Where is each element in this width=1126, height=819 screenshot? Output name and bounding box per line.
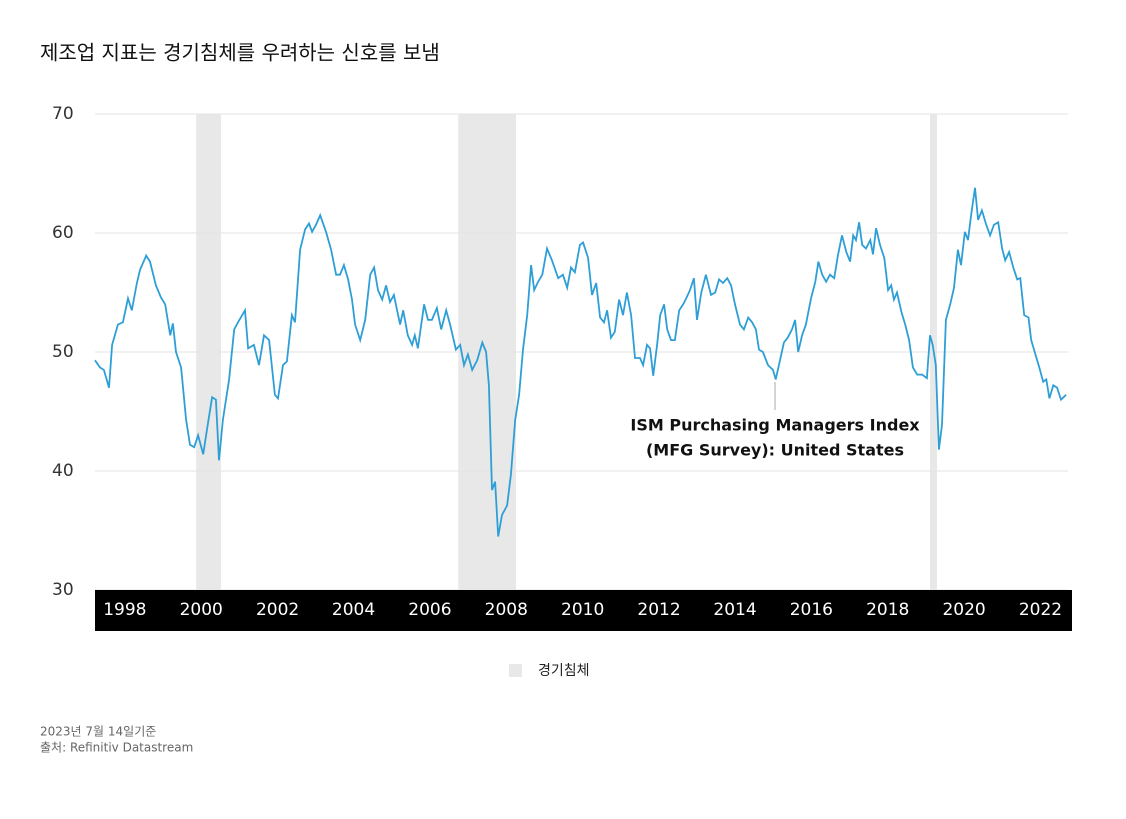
x-tick-label: 2008 [485, 600, 528, 620]
note: 출처: Refinitiv Datastream [40, 741, 193, 755]
x-tick-label: 2004 [332, 600, 375, 620]
annotation: (MFG Survey): United States [646, 441, 904, 460]
y-tick-label: 70 [52, 104, 74, 124]
legend-label: 경기침체 [538, 663, 590, 679]
x-ticks: 1998 2000 2002 2004 2006 2008 2010 2012 2014 2016… [103, 600, 1062, 620]
x-tick-label: 2014 [713, 600, 756, 620]
y-tick-label: 40 [52, 461, 74, 481]
x-tick-label: 2006 [408, 600, 451, 620]
y-tick-label: 50 [52, 342, 74, 362]
x-tick-label: 1998 [103, 600, 146, 620]
y-tick-label: 60 [52, 223, 74, 243]
x-tick-label: 2016 [790, 600, 833, 620]
legend-swatch [509, 664, 522, 677]
pmi-line [94, 187, 1067, 537]
grid: 30 40 50 60 70 [52, 104, 1068, 600]
x-tick-label: 2022 [1019, 600, 1062, 620]
x-tick-label: 2000 [180, 600, 223, 620]
note: 2023년 7월 14일기준 [40, 725, 156, 739]
x-tick-label: 2012 [637, 600, 680, 620]
x-tick-label: 2018 [866, 600, 909, 620]
x-axis-band [95, 590, 1072, 631]
annotation: ISM Purchasing Managers Index [630, 416, 920, 435]
y-tick-label: 30 [52, 580, 74, 600]
x-tick-label: 2002 [256, 600, 299, 620]
x-tick-label: 2020 [942, 600, 985, 620]
x-tick-label: 2010 [561, 600, 604, 620]
chart-title: 제조업 지표는 경기침체를 우려하는 신호를 보냄 [40, 41, 440, 65]
